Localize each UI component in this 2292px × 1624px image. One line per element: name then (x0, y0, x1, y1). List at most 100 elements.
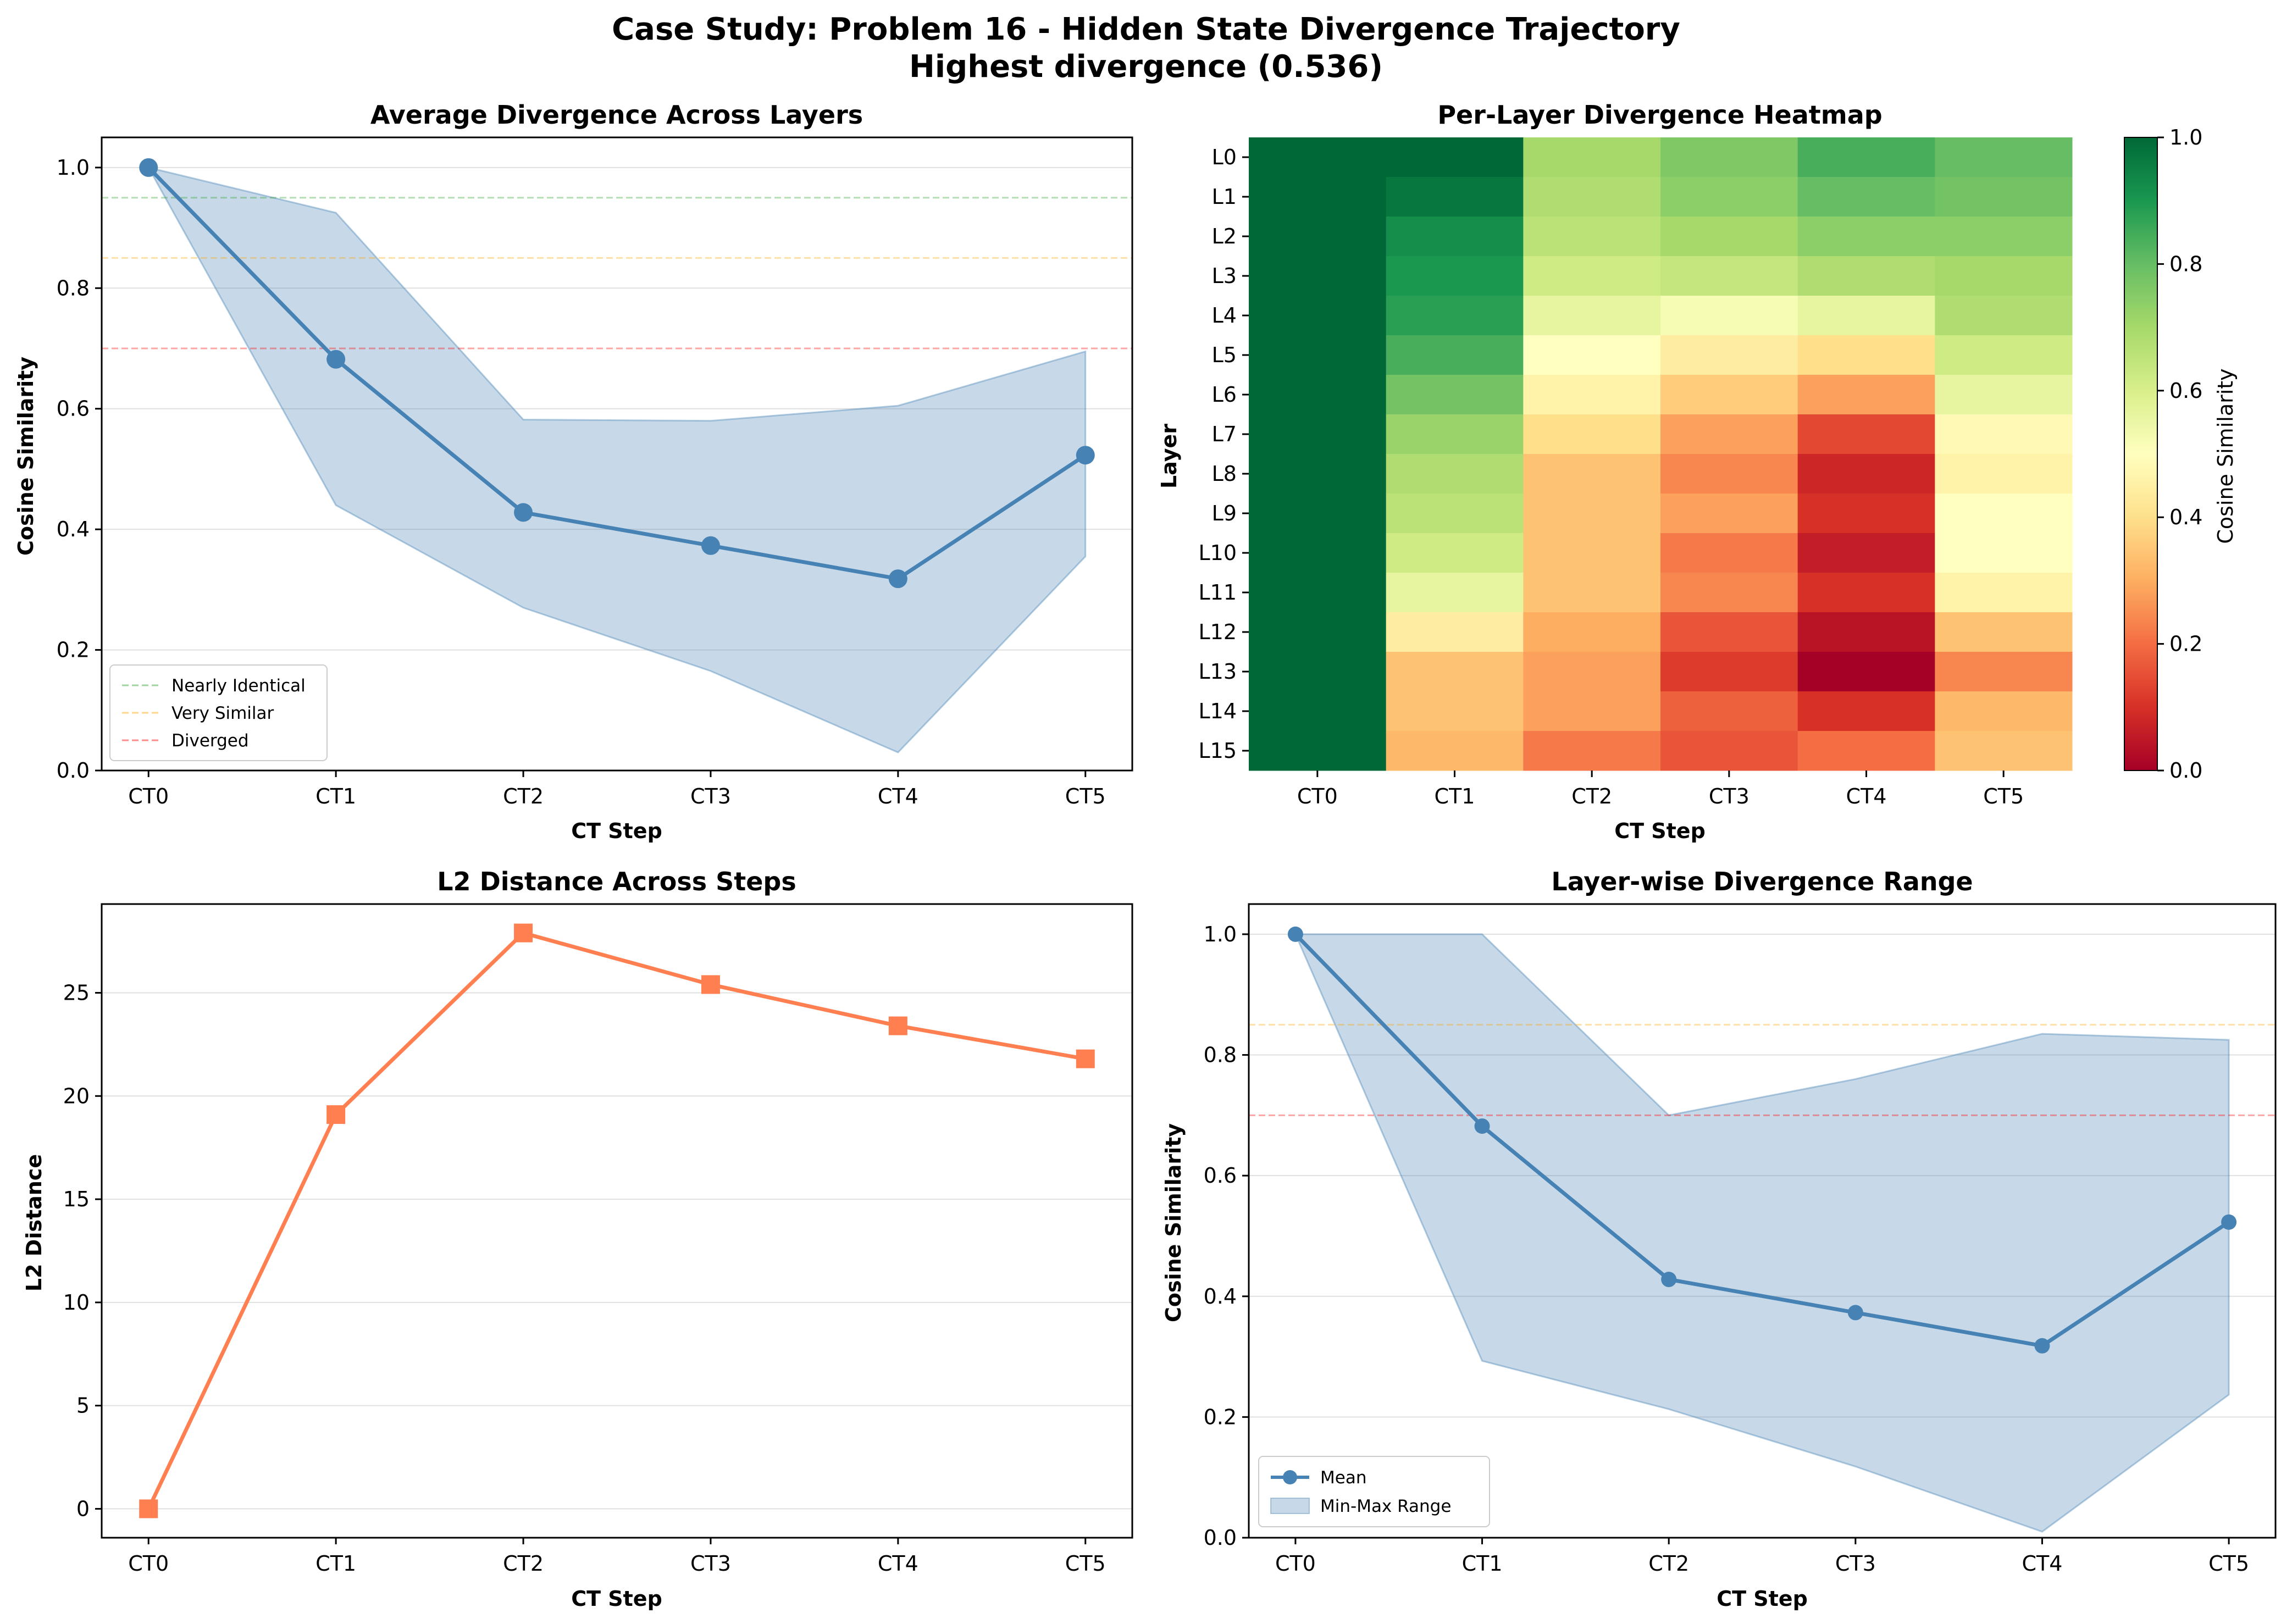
heatmap-cell (1386, 217, 1524, 257)
heatmap-cell (1249, 691, 1387, 731)
data-point (1847, 1305, 1863, 1321)
data-point (1287, 926, 1303, 942)
heatmap-cell (1660, 414, 1798, 455)
heatmap-cell (1660, 137, 1798, 178)
legend-label: Min-Max Range (1320, 1496, 1451, 1516)
heatmap-cell (1386, 454, 1524, 494)
panel-title: Layer-wise Divergence Range (1551, 867, 1973, 896)
heatmap-cell (1249, 177, 1387, 217)
y-tick-label: L9 (1212, 501, 1237, 525)
heatmap-cell (1523, 612, 1661, 652)
legend: Mean Min-Max Range (1258, 1456, 1490, 1527)
heatmap-cell (1523, 533, 1661, 573)
heatmap-cell (1797, 573, 1935, 613)
y-tick-label: 0.8 (1204, 1043, 1237, 1067)
heatmap-cell (1935, 652, 2073, 692)
plot-frame (101, 136, 1133, 772)
heatmap-cell (1523, 573, 1661, 613)
data-point (888, 569, 907, 589)
panel-title: Average Divergence Across Layers (370, 100, 863, 130)
y-tick-label: L8 (1212, 462, 1237, 486)
heatmap-cell (1523, 217, 1661, 257)
heatmap-cell (1935, 217, 2073, 257)
heatmap-cell (1386, 177, 1524, 217)
x-tick-label: CT3 (1709, 784, 1750, 808)
panel-title: Per-Layer Divergence Heatmap (1437, 100, 1882, 130)
heatmap-cell (1797, 375, 1935, 415)
heatmap-cell (1523, 494, 1661, 534)
legend-label: Mean (1320, 1468, 1366, 1488)
colorbar-tick-label: 0.2 (2169, 632, 2202, 656)
y-axis-label: Cosine Similarity (1161, 1123, 1186, 1322)
heatmap-cell (1935, 573, 2073, 613)
plot-frame (1248, 903, 2277, 1539)
heatmap-cell (1523, 731, 1661, 771)
y-tick-label: 0.2 (57, 638, 90, 662)
heatmap-cell (1660, 177, 1798, 217)
data-point (1076, 1049, 1095, 1068)
x-tick-label: CT1 (315, 1551, 356, 1576)
y-axis-label: L2 Distance (22, 1154, 46, 1292)
figure-title-line1: Case Study: Problem 16 - Hidden State Di… (612, 12, 1680, 47)
heatmap-cell (1797, 454, 1935, 494)
y-tick-label: 0.0 (57, 758, 90, 783)
heatmap-cell (1797, 137, 1935, 178)
heatmap-cell (1523, 691, 1661, 731)
heatmap-cell (1523, 296, 1661, 336)
y-tick-label: 25 (63, 980, 90, 1005)
heatmap-cell (1523, 137, 1661, 178)
heatmap-cell (1797, 335, 1935, 375)
heatmap-cell (1935, 177, 2073, 217)
heatmap-cell (1523, 454, 1661, 494)
legend-label: Nearly Identical (171, 676, 306, 696)
legend-box (1258, 1456, 1490, 1527)
x-tick-label: CT0 (1297, 784, 1338, 808)
heatmap-cell (1660, 217, 1798, 257)
data-point (514, 923, 533, 943)
legend-label: Very Similar (171, 703, 274, 723)
legend-box (109, 664, 328, 761)
colorbar-label: Cosine Similarity (2213, 368, 2238, 544)
x-tick-label: CT3 (1835, 1551, 1876, 1576)
y-tick-label: L6 (1212, 383, 1237, 407)
y-tick-label: 5 (76, 1394, 90, 1418)
y-tick-label: 1.0 (1204, 922, 1237, 946)
panel-heatmap: Per-Layer Divergence Heatmap CT Step Lay… (1157, 100, 2238, 843)
heatmap-cell (1797, 217, 1935, 257)
x-tick-label: CT5 (1983, 784, 2024, 808)
x-axis-label: CT Step (571, 1587, 662, 1611)
x-axis-label: CT Step (571, 819, 662, 843)
heatmap-cell (1386, 691, 1524, 731)
heatmap-cell (1386, 375, 1524, 415)
data-point (1076, 446, 1095, 465)
heatmap-cell (1660, 731, 1798, 771)
figure-title-line2: Highest divergence (0.536) (909, 49, 1383, 85)
y-tick-label: 0.4 (57, 517, 90, 541)
heatmap-cell (1797, 731, 1935, 771)
heatmap-cell (1797, 414, 1935, 455)
heatmap-cell (1935, 335, 2073, 375)
data-point (139, 1499, 158, 1518)
heatmap-cell (1935, 296, 2073, 336)
x-tick-label: CT2 (503, 1551, 544, 1576)
data-point (701, 975, 720, 994)
y-tick-label: 0.0 (1204, 1526, 1237, 1550)
x-tick-label: CT1 (315, 784, 356, 808)
y-tick-label: 20 (63, 1084, 90, 1108)
heatmap-cell (1386, 533, 1524, 573)
heatmap-cell (1797, 256, 1935, 296)
heatmap-cell (1249, 494, 1387, 534)
x-tick-label: CT4 (878, 784, 918, 808)
heatmap-cell (1386, 256, 1524, 296)
colorbar-tick-label: 1.0 (2169, 125, 2202, 149)
series-line (147, 931, 1086, 1510)
heatmap-cell (1797, 533, 1935, 573)
legend-label: Diverged (171, 731, 249, 751)
heatmap-cell (1935, 691, 2073, 731)
data-point (139, 158, 158, 177)
y-axis-label: Cosine Similarity (14, 357, 38, 556)
y-tick-label: L5 (1212, 343, 1237, 367)
series-line (147, 166, 1087, 581)
x-tick-label: CT4 (878, 1551, 918, 1576)
